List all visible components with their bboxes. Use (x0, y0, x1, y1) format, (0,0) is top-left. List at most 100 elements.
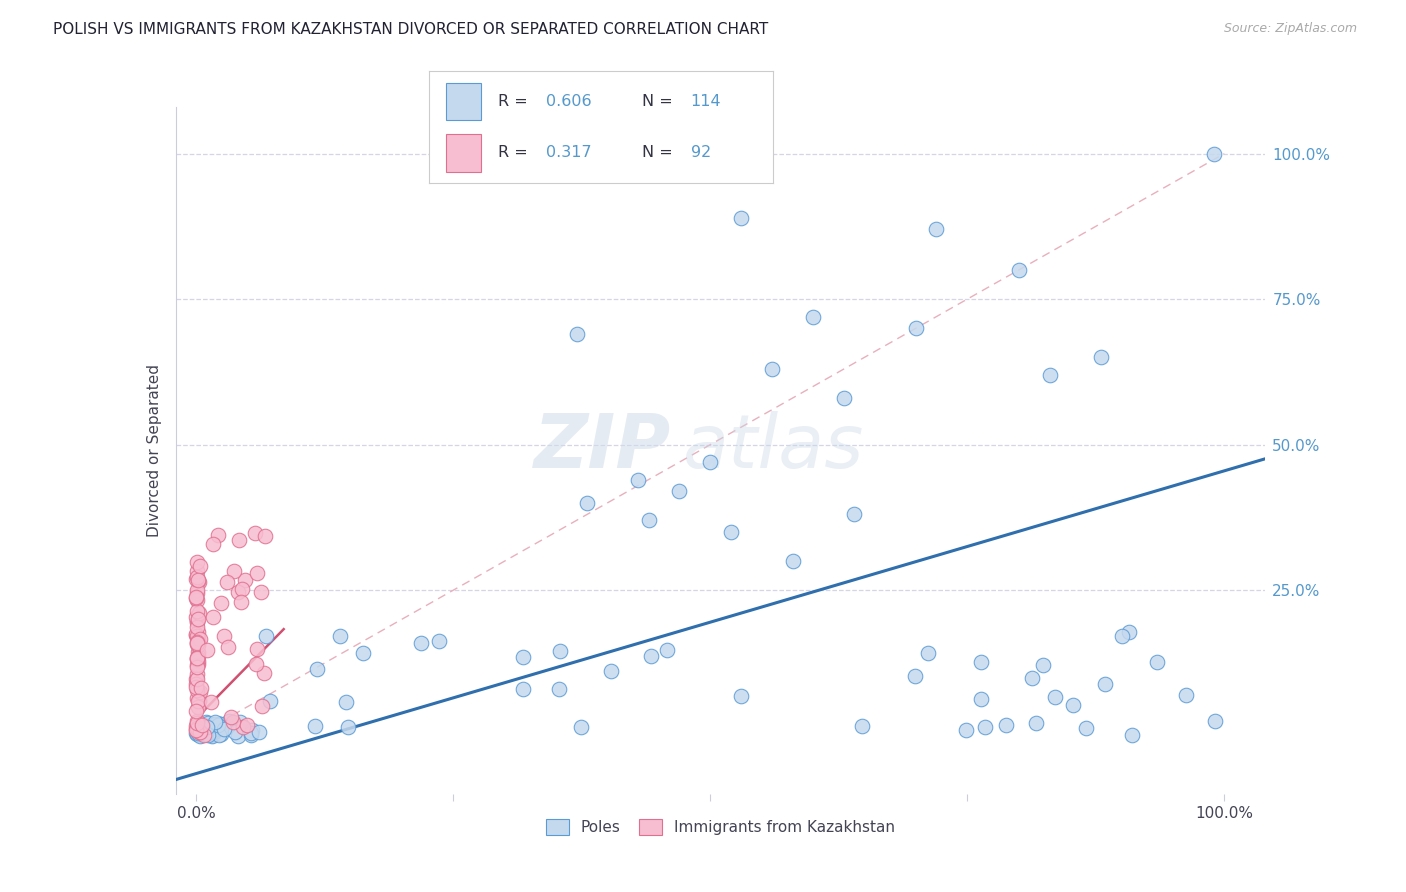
Point (240, 723, 263, 737)
FancyBboxPatch shape (446, 83, 481, 120)
Point (209, 716, 232, 731)
Point (200, 726, 222, 740)
Point (249, 585, 271, 599)
Text: R =: R = (498, 94, 533, 109)
Point (186, 721, 208, 735)
Point (190, 681, 212, 696)
Point (200, 695, 222, 709)
Point (427, 633, 450, 648)
Point (186, 629, 208, 643)
Point (187, 633, 209, 648)
Point (247, 725, 270, 739)
Point (851, 719, 873, 733)
Point (186, 604, 208, 618)
Point (187, 648, 209, 663)
Point (600, 664, 623, 678)
Point (190, 717, 212, 731)
Point (188, 684, 211, 698)
Point (186, 722, 208, 736)
Point (193, 721, 215, 735)
Point (243, 525, 266, 540)
Point (211, 727, 233, 741)
Point (208, 717, 231, 731)
Point (245, 566, 267, 581)
Point (188, 606, 211, 620)
Point (1202, 146, 1225, 161)
Text: ZIP: ZIP (534, 410, 672, 483)
Point (229, 595, 252, 609)
Point (186, 719, 208, 733)
Point (699, 455, 721, 469)
Point (730, 211, 752, 225)
Point (195, 714, 218, 729)
Point (226, 585, 249, 599)
Point (1008, 263, 1031, 277)
Point (202, 610, 225, 624)
Point (201, 721, 224, 735)
Text: atlas: atlas (682, 411, 863, 483)
Point (186, 722, 208, 736)
Point (188, 726, 211, 740)
Point (655, 642, 678, 657)
FancyBboxPatch shape (446, 134, 481, 171)
Point (1118, 625, 1140, 640)
Point (188, 721, 211, 735)
Point (231, 582, 253, 596)
Point (214, 720, 236, 734)
Point (214, 722, 236, 736)
Point (201, 729, 224, 743)
Point (548, 643, 571, 657)
Point (970, 692, 993, 706)
Point (240, 726, 263, 740)
Point (207, 728, 229, 742)
Point (187, 634, 209, 648)
Point (228, 714, 250, 729)
Point (565, 326, 588, 341)
Point (512, 682, 534, 697)
Point (245, 657, 267, 672)
Point (190, 729, 212, 743)
Point (186, 590, 208, 604)
Point (186, 660, 208, 674)
Point (1111, 629, 1133, 643)
Point (218, 714, 240, 728)
Point (569, 720, 592, 734)
Point (224, 725, 246, 739)
Point (186, 716, 208, 731)
Point (1062, 698, 1084, 712)
Point (186, 652, 208, 666)
Point (186, 627, 208, 641)
Point (195, 642, 218, 657)
Point (204, 715, 226, 730)
Point (186, 727, 208, 741)
Point (186, 637, 208, 651)
Point (202, 725, 225, 739)
Point (1121, 727, 1143, 741)
Point (209, 721, 232, 735)
Point (187, 632, 209, 646)
Point (202, 728, 225, 742)
Point (186, 672, 208, 686)
Point (186, 690, 208, 705)
Point (186, 651, 208, 665)
Point (195, 726, 218, 740)
Point (204, 716, 226, 731)
Point (207, 723, 229, 737)
Point (222, 715, 245, 730)
Point (730, 690, 752, 704)
Point (190, 725, 212, 739)
Point (191, 723, 214, 737)
Point (640, 648, 662, 663)
Point (186, 677, 208, 691)
Point (186, 570, 208, 584)
Point (352, 646, 374, 660)
Point (197, 728, 219, 742)
Point (761, 362, 783, 376)
Point (1074, 721, 1097, 735)
Point (186, 591, 208, 605)
Text: 92: 92 (690, 145, 711, 161)
Point (208, 717, 231, 731)
Point (955, 723, 977, 737)
Point (994, 718, 1017, 732)
Point (186, 714, 208, 728)
